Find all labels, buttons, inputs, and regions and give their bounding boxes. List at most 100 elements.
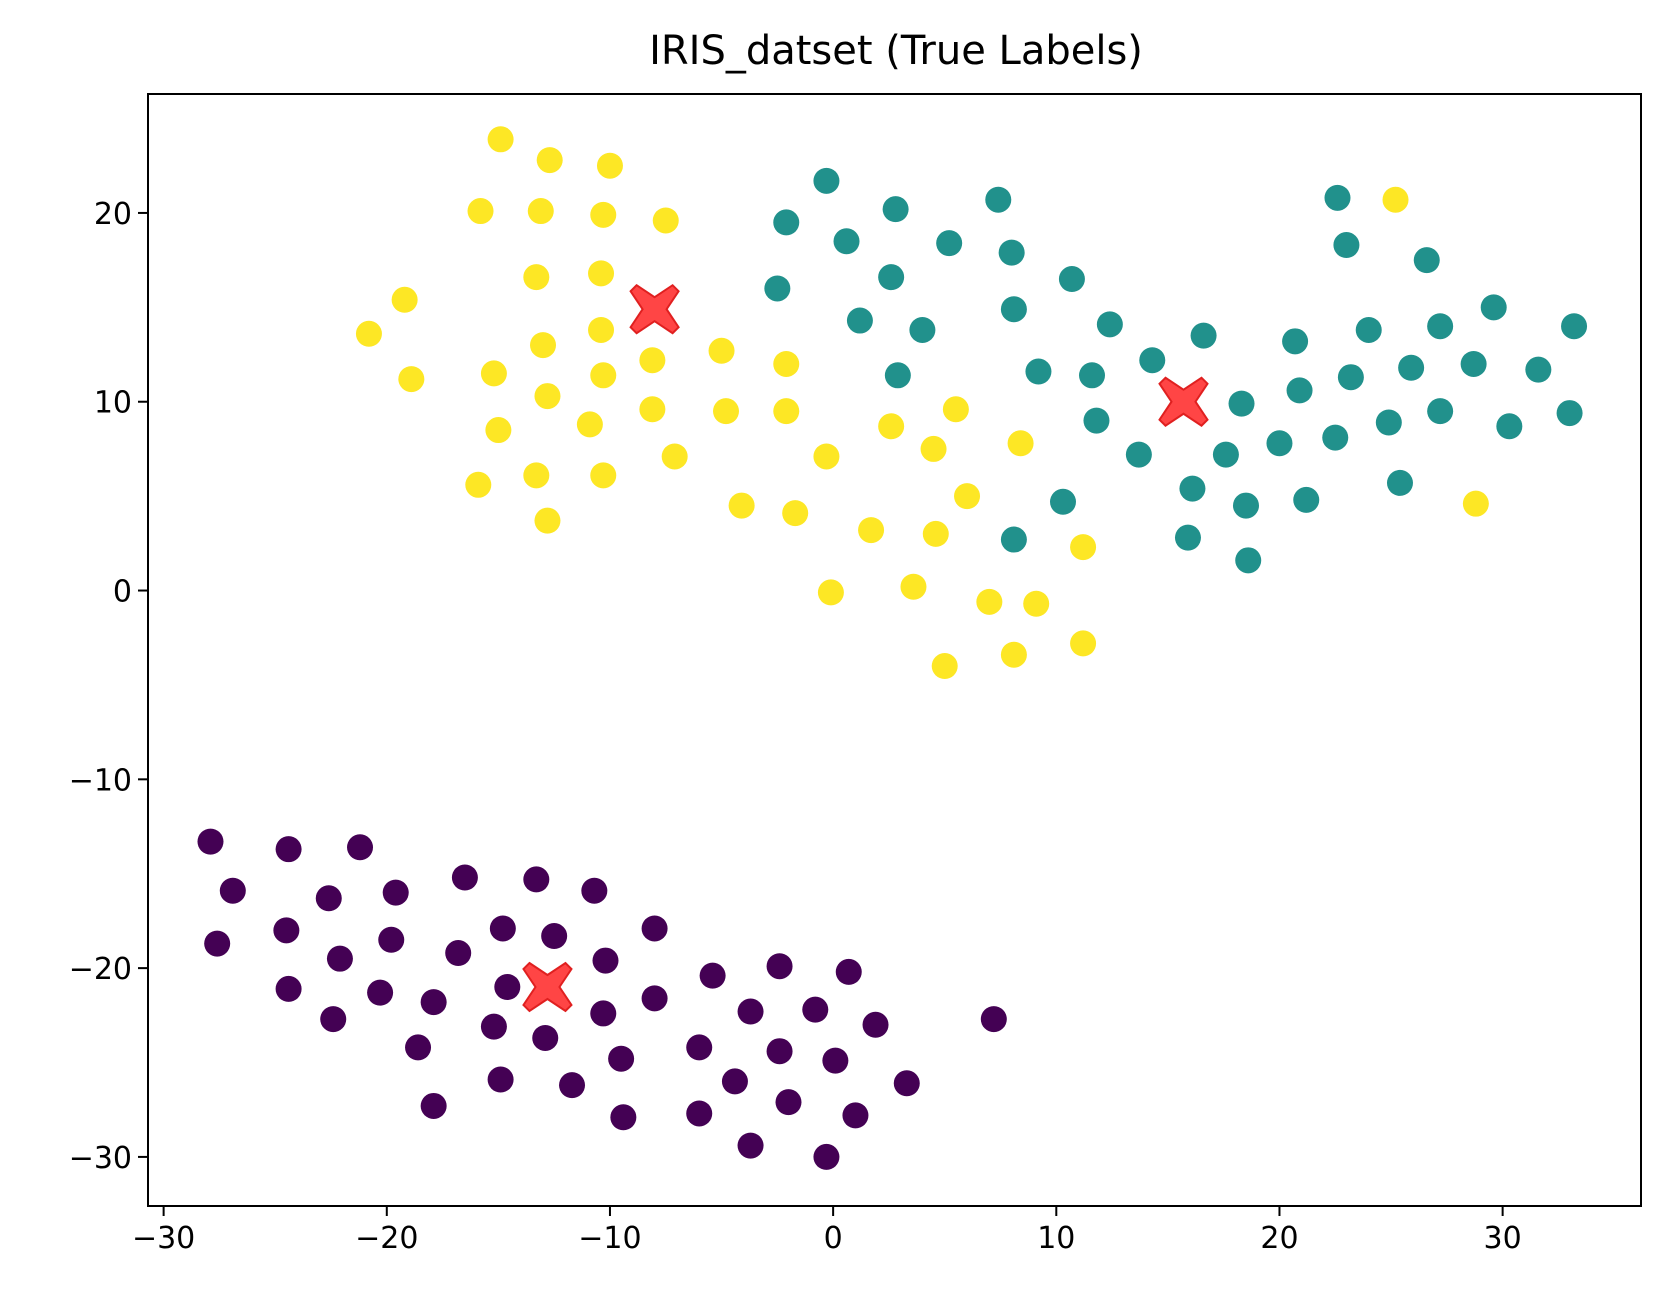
data-point	[588, 316, 615, 343]
data-point	[1355, 316, 1382, 343]
data-point	[1386, 469, 1413, 496]
data-point	[1235, 547, 1262, 574]
data-point	[487, 1066, 514, 1093]
data-point	[766, 953, 793, 980]
data-point	[858, 517, 885, 544]
data-point	[523, 264, 550, 291]
data-point	[523, 462, 550, 489]
y-tick-label: −10	[69, 763, 132, 798]
data-point	[998, 239, 1025, 266]
data-point	[833, 228, 860, 255]
data-point	[1079, 362, 1106, 389]
data-point	[1025, 358, 1052, 385]
data-point	[708, 337, 735, 364]
data-point	[1413, 247, 1440, 274]
data-point	[1049, 488, 1076, 515]
data-point	[610, 1104, 637, 1131]
data-point	[445, 940, 472, 967]
data-point	[398, 366, 425, 393]
data-point	[275, 836, 302, 863]
data-point	[1293, 486, 1320, 513]
data-point	[942, 396, 969, 423]
data-point	[588, 260, 615, 287]
chart-title: IRIS_datset (True Labels)	[649, 28, 1143, 74]
data-point	[197, 828, 224, 855]
y-tick-label: −20	[69, 952, 132, 987]
data-point	[639, 396, 666, 423]
y-tick-label: 20	[94, 197, 132, 232]
plot-frame	[147, 93, 1642, 1207]
data-point	[884, 362, 911, 389]
data-point	[1324, 184, 1351, 211]
data-point	[641, 915, 668, 942]
data-point	[590, 1000, 617, 1027]
data-point	[1556, 400, 1583, 427]
data-point	[813, 443, 840, 470]
data-point	[766, 1038, 793, 1065]
plot-area	[197, 126, 1588, 1170]
data-point	[590, 201, 617, 228]
data-point	[382, 879, 409, 906]
data-point	[802, 996, 829, 1023]
x-tick-label: 20	[1260, 1221, 1298, 1256]
data-point	[592, 947, 619, 974]
data-point	[326, 945, 353, 972]
data-point	[1382, 186, 1409, 213]
y-tick-label: −30	[69, 1141, 132, 1176]
data-point	[1398, 354, 1425, 381]
data-point	[420, 1092, 447, 1119]
data-point	[920, 435, 947, 462]
data-point	[347, 834, 374, 861]
data-point	[1525, 356, 1552, 383]
data-point	[1333, 232, 1360, 259]
data-point	[878, 264, 905, 291]
data-point	[480, 1013, 507, 1040]
x-tick-label: 0	[824, 1221, 843, 1256]
data-point	[378, 926, 405, 953]
data-point	[1000, 296, 1027, 323]
data-point	[1427, 398, 1454, 425]
data-point	[862, 1011, 889, 1038]
data-point	[842, 1102, 869, 1129]
data-point	[936, 230, 963, 257]
data-point	[773, 398, 800, 425]
data-point	[639, 347, 666, 374]
data-point	[1480, 294, 1507, 321]
data-point	[1462, 490, 1489, 517]
data-point	[882, 196, 909, 223]
data-point	[596, 152, 623, 179]
data-point	[1266, 430, 1293, 457]
data-point	[489, 915, 516, 942]
data-point	[1070, 630, 1097, 657]
data-point	[315, 885, 342, 912]
data-point	[1375, 409, 1402, 436]
data-point	[467, 198, 494, 225]
data-point	[530, 332, 557, 359]
data-point	[878, 413, 905, 440]
x-tick-label: −20	[355, 1221, 418, 1256]
data-point	[219, 877, 246, 904]
data-point	[721, 1068, 748, 1095]
data-point	[931, 653, 958, 680]
data-point	[1286, 377, 1313, 404]
data-point	[980, 1006, 1007, 1033]
centroid-marker	[1158, 376, 1209, 428]
data-point	[954, 483, 981, 510]
data-point	[480, 360, 507, 387]
data-point	[699, 962, 726, 989]
data-point	[813, 1143, 840, 1170]
data-point	[900, 573, 927, 600]
data-point	[1023, 590, 1050, 617]
data-point	[1096, 311, 1123, 338]
data-point	[985, 186, 1012, 213]
data-point	[893, 1070, 920, 1097]
x-tick-label: −10	[578, 1221, 641, 1256]
data-point	[355, 320, 382, 347]
data-point	[367, 979, 394, 1006]
data-point	[1179, 475, 1206, 502]
data-point	[1282, 328, 1309, 355]
data-point	[487, 126, 514, 153]
x-tick-label: 10	[1037, 1221, 1075, 1256]
data-point	[1000, 641, 1027, 668]
